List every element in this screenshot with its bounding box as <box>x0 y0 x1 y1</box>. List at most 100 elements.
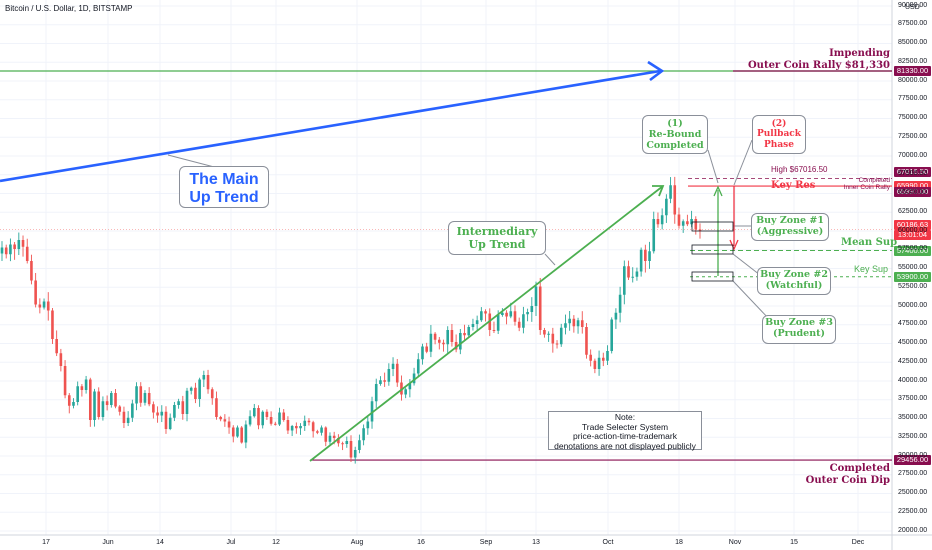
candle-body <box>337 438 340 444</box>
candle-body <box>593 360 597 369</box>
candle-body <box>248 416 252 425</box>
buy-zone-3-title: Buy Zone #3 <box>765 317 833 328</box>
candle-body <box>219 417 222 420</box>
price-label: 13:01:04 <box>894 229 931 240</box>
candle-body <box>206 375 210 390</box>
candle-body <box>38 304 42 308</box>
y-tick-label: 32500.00 <box>898 432 928 440</box>
y-tick-label: 65000.00 <box>898 189 928 196</box>
candle-body <box>606 351 609 361</box>
candle-body <box>580 320 584 327</box>
candle-body <box>576 320 580 327</box>
x-tick-label: Oct <box>602 539 614 546</box>
x-tick-label: Aug <box>350 539 364 546</box>
x-tick-label: Jul <box>226 539 236 546</box>
y-tick-label: 35000.00 <box>898 414 928 421</box>
buy-zone-3-subtitle: (Prudent) <box>772 327 826 339</box>
main-trend-line <box>0 69 661 183</box>
candle-body <box>652 219 656 252</box>
rebound-callout: (1) Re-Bound Completed <box>642 115 708 154</box>
candle-body <box>433 333 437 340</box>
candle-body <box>446 330 450 345</box>
buy-zone-2-pointer <box>732 253 761 276</box>
candle-body <box>374 384 378 402</box>
candle-body <box>492 330 496 331</box>
candle-body <box>135 386 138 404</box>
candle-body <box>202 375 206 380</box>
candle-body <box>601 357 605 361</box>
buy-zone-2-title: Buy Zone #2 <box>760 269 828 280</box>
candle-body <box>231 427 235 437</box>
candle-body <box>379 380 382 384</box>
candle-body <box>543 330 546 335</box>
buy-zone-1-title: Buy Zone #1 <box>756 215 824 226</box>
intermediary-trend-arrowhead <box>652 185 665 197</box>
y-tick-label: 85000.00 <box>898 39 928 46</box>
impending-rally-label: Impending Outer Coin Rally $81,330 <box>748 48 890 71</box>
candle-body <box>194 387 197 399</box>
candle-body <box>236 427 239 437</box>
main-trend-pointer <box>167 154 219 169</box>
y-tick-label: 52500.00 <box>898 282 928 290</box>
candle-body <box>181 401 185 414</box>
candle-body <box>517 321 521 328</box>
y-tick-label: 70000.00 <box>898 151 928 159</box>
y-tick-label: 25000.00 <box>898 489 928 496</box>
candle-body <box>421 346 424 360</box>
pullback-line-1: (2) <box>771 119 787 129</box>
x-tick-label: 14 <box>156 539 164 546</box>
candle-body <box>311 422 315 432</box>
candle-body <box>475 320 479 324</box>
candle-body <box>437 339 441 343</box>
candle-body <box>686 221 689 225</box>
candle-body <box>227 421 231 428</box>
note-line-1: Note: <box>614 412 636 422</box>
candle-body <box>59 353 63 366</box>
candle-body <box>30 261 33 281</box>
candle-body <box>644 249 647 261</box>
candle-body <box>698 229 702 231</box>
y-tick-label: 77500.00 <box>898 95 928 103</box>
price-label: 81330.00 <box>894 66 931 77</box>
candle-body <box>265 411 269 417</box>
x-tick-label: 13 <box>532 539 540 546</box>
candle-body <box>370 401 374 422</box>
candle-body <box>585 327 588 355</box>
candle-body <box>627 266 630 278</box>
candle-body <box>274 423 277 425</box>
candle-body <box>42 301 46 308</box>
x-tick-label: 15 <box>790 539 798 546</box>
y-tick-label: 40000.00 <box>898 376 928 384</box>
y-tick-label: 30000.00 <box>898 451 928 459</box>
candle-body <box>404 389 407 395</box>
candle-body <box>530 306 534 312</box>
completed-dip-line-2: Outer Coin Dip <box>805 474 890 486</box>
candle-body <box>648 251 651 261</box>
candle-body <box>88 379 92 420</box>
intermediary-trend-line <box>309 185 664 462</box>
candle-body <box>324 427 328 442</box>
candle-body <box>295 426 298 429</box>
candle-body <box>320 427 323 433</box>
y-tick-label: 22500.00 <box>898 507 928 515</box>
buy-zone-3-pointer <box>732 280 771 321</box>
candle-body <box>349 441 353 458</box>
symbol-title[interactable]: Bitcoin / U.S. Dollar, 1D, BITSTAMP <box>5 4 133 13</box>
candle-body <box>505 312 508 317</box>
y-tick-label: 67500.00 <box>898 170 928 178</box>
candlestick-series <box>0 176 702 464</box>
candle-body <box>480 311 483 321</box>
candle-body <box>690 219 693 225</box>
completed-inner-rally-label: Completed Inner Coin Rally <box>844 177 890 191</box>
candle-body <box>496 315 500 331</box>
candle-body <box>665 198 668 216</box>
candle-body <box>547 333 550 335</box>
candle-body <box>400 382 403 395</box>
candle-body <box>299 426 302 429</box>
intermediary-trend-label: Intermediary Up Trend <box>456 225 538 251</box>
price-label: 60186.63 <box>894 219 931 230</box>
x-tick-label: Jun <box>102 539 114 546</box>
candle-body <box>614 312 618 320</box>
candle-body <box>412 373 416 384</box>
candle-body <box>303 420 307 426</box>
